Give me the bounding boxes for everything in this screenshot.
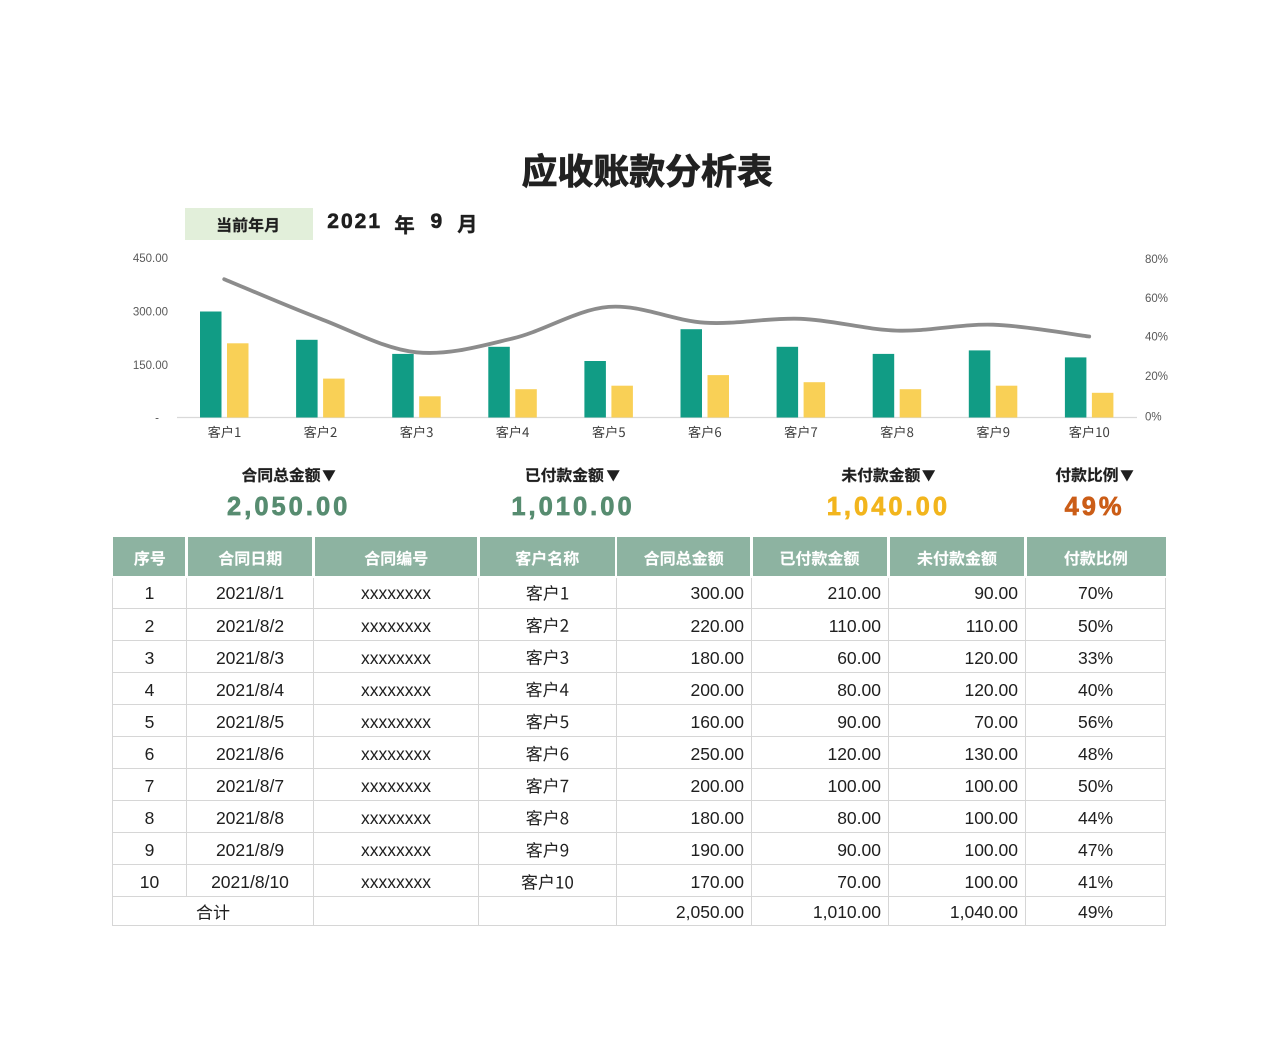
svg-text:40%: 40%: [1145, 332, 1168, 344]
svg-text:300.00: 300.00: [133, 306, 168, 318]
svg-text:150.00: 150.00: [133, 360, 168, 372]
svg-text:450.00: 450.00: [133, 253, 168, 265]
svg-text:-: -: [155, 412, 159, 424]
svg-text:0%: 0%: [1145, 412, 1162, 424]
svg-text:20%: 20%: [1145, 371, 1168, 383]
svg-text:80%: 80%: [1145, 254, 1168, 266]
svg-text:60%: 60%: [1145, 293, 1168, 305]
